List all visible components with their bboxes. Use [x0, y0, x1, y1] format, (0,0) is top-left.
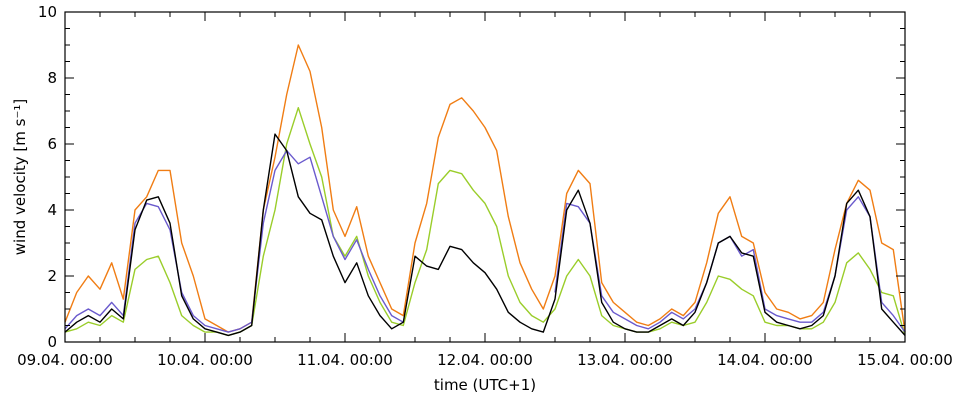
y-axis-title: wind velocity [m s⁻¹]: [11, 99, 29, 255]
x-axis-title: time (UTC+1): [434, 376, 536, 394]
series-line-3: [64, 149, 906, 333]
series-line-1: [64, 44, 906, 333]
plot-frame: [64, 11, 906, 343]
x-tick-label: 13.04. 00:00: [577, 351, 673, 369]
y-tick-label: 2: [47, 267, 57, 285]
y-tick-label: 6: [47, 135, 57, 153]
y-tick-label: 8: [47, 69, 57, 87]
x-tick-label: 12.04. 00:00: [437, 351, 533, 369]
x-tick-label: 14.04. 00:00: [717, 351, 813, 369]
x-tick-label: 09.04. 00:00: [17, 351, 113, 369]
series-line-2: [64, 107, 906, 337]
series-line-4: [64, 133, 906, 337]
x-tick-label: 10.04. 00:00: [157, 351, 253, 369]
ticks-layer: 0 2 4 6 8 10 09.04. 00:00 10.04. 00:00 11.04. 00…: [17, 3, 953, 369]
series-layer: [64, 44, 906, 337]
y-tick-label: 0: [47, 333, 57, 351]
x-tick-label: 15.04. 00:00: [857, 351, 953, 369]
y-tick-label: 4: [47, 201, 57, 219]
x-tick-label: 11.04. 00:00: [297, 351, 393, 369]
y-tick-label: 10: [38, 3, 57, 21]
